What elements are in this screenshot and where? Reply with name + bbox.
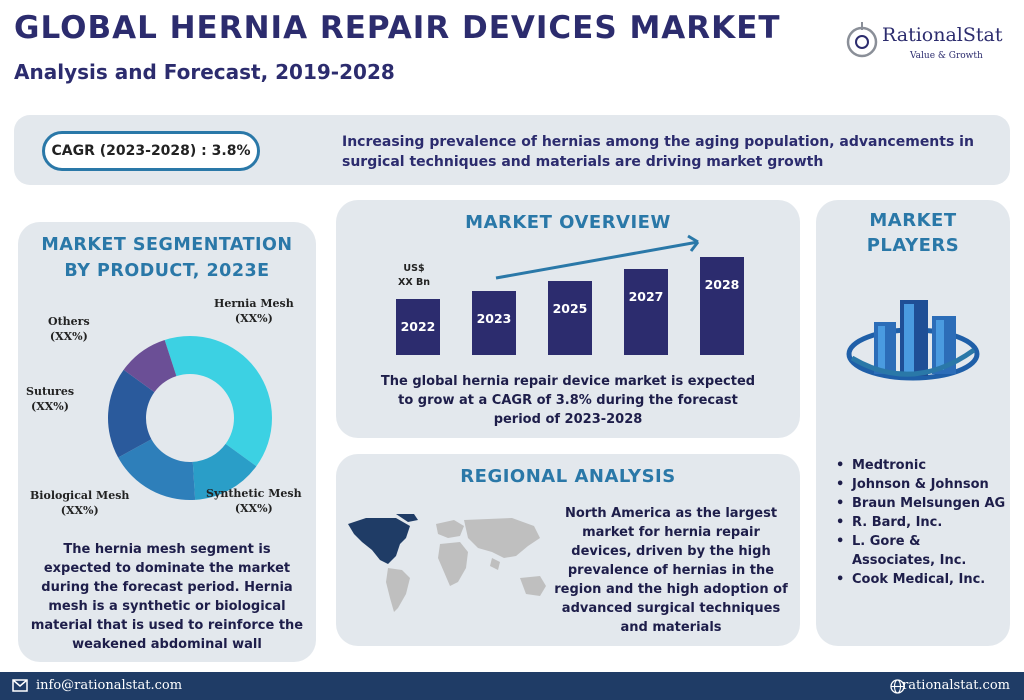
trend-arrow-line [495,240,699,280]
segmentation-title: MARKET SEGMENTATION BY PRODUCT, 2023E [18,232,316,284]
bar-unit-line2: XX Bn [398,277,430,288]
bar-2022 [396,299,440,355]
pie-label-others-name: Others [48,315,90,328]
bar-label-2027: 2027 [629,289,664,304]
banner-text: Increasing prevalence of hernias among t… [342,134,974,170]
player-item: Medtronic [836,456,1006,475]
pie-slice-synthetic-mesh [192,443,257,500]
segmentation-donut-chart [107,336,272,500]
pie-label-synthetic-mesh-name: Synthetic Mesh [206,487,302,500]
email-icon [12,679,28,692]
buildings-icon [846,300,980,381]
players-title: MARKET PLAYERS [816,208,1010,258]
pie-slice-hernia-mesh [164,336,272,467]
player-item: Cook Medical, Inc. [836,570,1006,589]
player-item: Johnson & Johnson [836,475,1006,494]
cagr-badge: CAGR (2023-2028) : 3.8% [42,131,260,171]
regional-title: REGIONAL ANALYSIS [460,466,676,487]
bar-2028 [700,257,744,355]
pie-label-others: Others (XX%) [48,314,90,344]
player-item: Braun Melsungen AG [836,494,1006,513]
page-subtitle: Analysis and Forecast, 2019-2028 [14,60,395,84]
pie-label-hernia-mesh-name: Hernia Mesh [214,297,294,310]
pie-label-hernia-mesh: Hernia Mesh (XX%) [214,296,294,326]
regional-description: North America as the largest market for … [554,506,788,635]
pie-label-hernia-mesh-value: (XX%) [234,312,273,325]
market-overview-panel: MARKET OVERVIEW US$ XX Bn 2022 2023 2025 20… [336,200,800,438]
page-title: GLOBAL HERNIA REPAIR DEVICES MARKET [14,10,781,46]
footer: info@rationalstat.com rationalstat.com [0,672,1024,700]
bar-label-2028: 2028 [705,277,740,292]
bar-2023 [472,291,516,355]
pie-label-biological-mesh-name: Biological Mesh [30,489,130,502]
bar-label-2023: 2023 [477,311,512,326]
segmentation-title-line1: MARKET SEGMENTATION [41,235,293,255]
trend-arrow-head-icon [687,234,700,252]
segmentation-panel: MARKET SEGMENTATION BY PRODUCT, 2023E He… [18,222,316,662]
market-players-panel: MARKET PLAYERS Medtronic Johnson & Johns… [816,200,1010,646]
footer-email-link[interactable]: info@rationalstat.com [36,678,183,693]
bar-label-2022: 2022 [401,319,436,334]
summary-banner: CAGR (2023-2028) : 3.8% Increasing preva… [14,115,1010,185]
footer-website-link[interactable]: rationalstat.com [902,678,1010,693]
pie-label-others-value: (XX%) [49,330,88,343]
segmentation-title-line2: BY PRODUCT, 2023E [64,261,270,281]
player-item: L. Gore & Associates, Inc. [836,532,1006,570]
bar-label-2025: 2025 [553,301,588,316]
logo-mark-icon [846,22,878,58]
pie-label-synthetic-mesh-value: (XX%) [234,502,273,515]
logo-name: RationalStat [882,24,1003,46]
overview-title: MARKET OVERVIEW [465,212,671,233]
pie-slice-others [123,340,177,393]
pie-label-synthetic-mesh: Synthetic Mesh (XX%) [206,486,302,516]
logo-tagline: Value & Growth [910,51,983,61]
world-map-icon [348,514,546,612]
pie-label-sutures-value: (XX%) [31,400,69,413]
pie-label-biological-mesh-value: (XX%) [60,504,99,517]
globe-icon [890,679,905,694]
bar-2025 [548,281,592,355]
player-item: R. Bard, Inc. [836,513,1006,532]
overview-description: The global hernia repair device market i… [380,374,756,427]
bar-2027 [624,269,668,355]
players-title-line2: PLAYERS [866,235,960,256]
pie-label-sutures-name: Sutures [26,385,75,398]
pie-label-sutures: Sutures (XX%) [26,384,74,414]
players-title-line1: MARKET [869,210,957,231]
pie-slice-sutures [107,369,155,458]
segmentation-description: The hernia mesh segment is expected to d… [30,542,304,652]
players-list: Medtronic Johnson & Johnson Braun Melsun… [836,456,1006,589]
pie-slice-biological-mesh [118,439,196,500]
regional-analysis-panel: REGIONAL ANALYSIS North America as the l… [336,454,800,646]
logo[interactable]: RationalStat Value & Growth [844,18,1014,68]
pie-label-biological-mesh: Biological Mesh (XX%) [30,488,129,518]
overview-bar-chart: US$ XX Bn 2022 2023 2025 2027 2028 [396,234,744,355]
bar-unit-line1: US$ [403,263,424,274]
